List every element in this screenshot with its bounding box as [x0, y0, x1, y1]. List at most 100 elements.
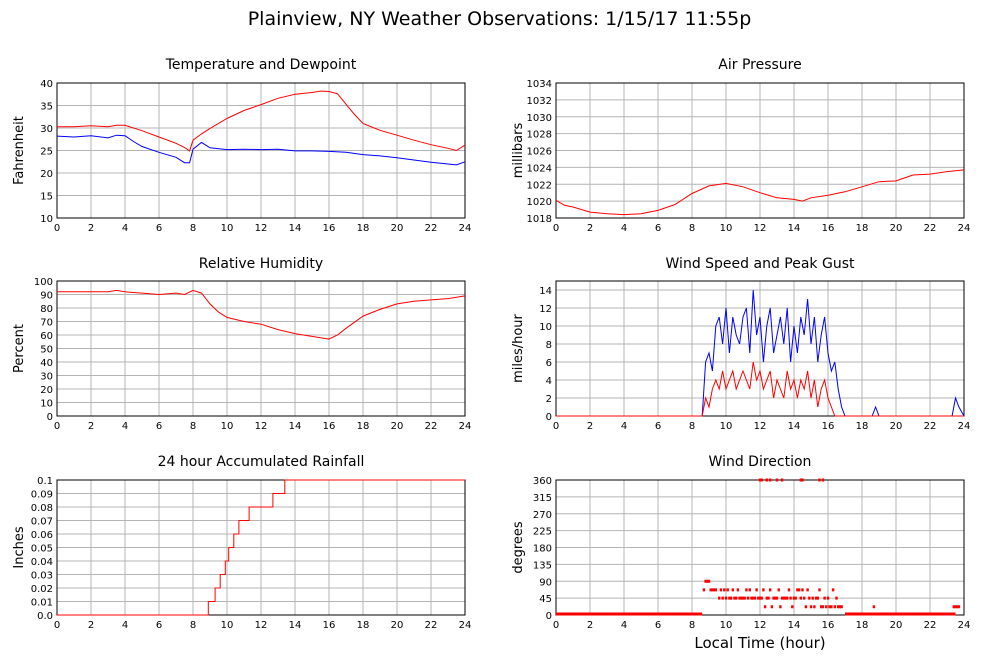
- direction-point: [799, 596, 802, 600]
- x-tick-label: 2: [587, 620, 593, 631]
- x-tick-label: 2: [587, 223, 593, 234]
- direction-point: [837, 605, 840, 609]
- y-tick-label: 90: [539, 577, 552, 588]
- direction-point: [765, 478, 768, 482]
- x-tick-label: 24: [459, 223, 472, 234]
- series-line-wind-0: [556, 289, 965, 417]
- direction-point: [724, 596, 728, 600]
- x-tick-label: 8: [190, 620, 196, 631]
- direction-point: [956, 605, 959, 609]
- direction-point: [758, 478, 762, 482]
- x-tick-label: 8: [190, 223, 196, 234]
- x-tick-label: 24: [958, 223, 971, 234]
- x-tick-label: 0: [553, 223, 559, 234]
- direction-point: [765, 596, 768, 600]
- direction-point: [711, 588, 714, 592]
- direction-point: [814, 596, 818, 600]
- x-tick-label: 14: [788, 421, 801, 432]
- direction-point: [723, 588, 726, 592]
- chart-title-winddir: Wind Direction: [709, 454, 812, 470]
- x-tick-label: 4: [122, 421, 128, 432]
- x-tick-label: 14: [289, 620, 302, 631]
- direction-point: [718, 596, 721, 600]
- page-title: Plainview, NY Weather Observations: 1/15…: [247, 8, 752, 30]
- direction-point: [818, 588, 821, 592]
- x-tick-label: 10: [720, 620, 733, 631]
- x-tick-label: 18: [357, 421, 370, 432]
- series-line-temp-0: [57, 90, 466, 152]
- y-tick-label: 0.07: [31, 517, 53, 528]
- series-line-rain-0: [57, 479, 465, 616]
- y-tick-label: 0.06: [31, 530, 53, 541]
- series-line-humidity-0: [57, 289, 466, 340]
- direction-point: [821, 605, 825, 609]
- direction-point: [738, 596, 741, 600]
- x-tick-label: 20: [391, 421, 404, 432]
- x-tick-label: 4: [621, 223, 627, 234]
- y-tick-label: 40: [40, 358, 53, 369]
- series-line-wind-1: [556, 361, 964, 417]
- direction-point: [774, 596, 777, 600]
- chart-title-rain: 24 hour Accumulated Rainfall: [158, 454, 365, 470]
- direction-point: [830, 605, 833, 609]
- y-axis-label-pressure: millibars: [511, 123, 526, 179]
- x-tick-label: 18: [856, 620, 869, 631]
- y-tick-label: 45: [539, 594, 552, 605]
- x-tick-label: 10: [221, 421, 234, 432]
- x-tick-label: 20: [391, 620, 404, 631]
- direction-point: [796, 588, 799, 592]
- direction-point: [775, 596, 779, 600]
- y-tick-label: 1034: [527, 79, 552, 90]
- y-tick-label: 1024: [527, 163, 552, 174]
- x-tick-label: 14: [289, 223, 302, 234]
- direction-point: [818, 478, 821, 482]
- direction-point: [775, 478, 779, 482]
- x-tick-label: 8: [689, 223, 695, 234]
- x-tick-label: 16: [822, 421, 835, 432]
- x-tick-label: 0: [553, 620, 559, 631]
- direction-point: [736, 588, 740, 592]
- direction-point: [769, 478, 772, 482]
- y-tick-label: 100: [34, 277, 53, 288]
- x-tick-label: 12: [255, 620, 268, 631]
- y-tick-label: 1030: [527, 113, 552, 124]
- x-tick-label: 2: [88, 421, 94, 432]
- x-tick-label: 6: [156, 223, 162, 234]
- direction-point: [957, 605, 961, 609]
- direction-point: [779, 605, 782, 609]
- direction-point: [763, 605, 767, 609]
- y-tick-label: 1028: [527, 130, 552, 141]
- direction-point: [789, 596, 792, 600]
- x-tick-label: 16: [323, 223, 336, 234]
- x-tick-label: 20: [890, 421, 903, 432]
- chart-title-pressure: Air Pressure: [718, 57, 801, 73]
- series-line-pressure-0: [556, 169, 965, 216]
- y-tick-label: 10: [539, 322, 552, 333]
- x-tick-label: 22: [425, 421, 438, 432]
- direction-point: [872, 605, 876, 609]
- x-tick-label: 0: [54, 421, 60, 432]
- x-tick-label: 16: [822, 223, 835, 234]
- x-tick-label: 20: [890, 223, 903, 234]
- direction-point: [748, 588, 751, 592]
- direction-point: [757, 596, 760, 600]
- y-tick-label: 35: [40, 102, 53, 113]
- y-tick-label: 1020: [527, 197, 552, 208]
- x-tick-label: 6: [655, 620, 661, 631]
- y-tick-label: 360: [533, 476, 552, 487]
- x-tick-label: 6: [655, 421, 661, 432]
- direction-point: [741, 596, 745, 600]
- x-tick-label: 18: [357, 223, 370, 234]
- y-tick-label: 225: [533, 527, 552, 538]
- x-axis-label: Local Time (hour): [694, 634, 826, 652]
- x-tick-label: 0: [553, 421, 559, 432]
- direction-point: [733, 596, 736, 600]
- y-tick-label: 0.02: [31, 584, 53, 595]
- y-tick-label: 70: [40, 318, 53, 329]
- direction-point: [799, 478, 802, 482]
- direction-point: [835, 596, 838, 600]
- direction-point: [772, 596, 775, 600]
- x-tick-label: 24: [958, 620, 971, 631]
- x-tick-label: 14: [788, 620, 801, 631]
